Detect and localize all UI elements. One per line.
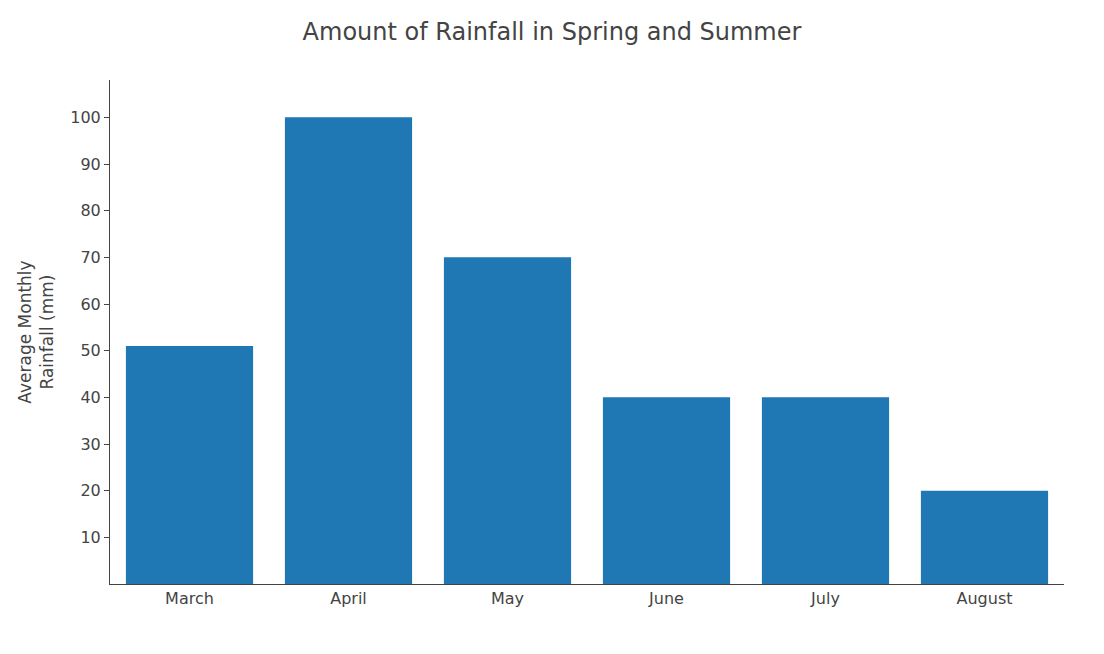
svg-text:90: 90 <box>80 155 100 174</box>
svg-text:100: 100 <box>70 108 101 127</box>
svg-text:May: May <box>491 589 524 608</box>
svg-text:20: 20 <box>80 481 100 500</box>
svg-text:March: March <box>165 589 214 608</box>
svg-text:Amount of Rainfall in Spring a: Amount of Rainfall in Spring and Summer <box>303 18 802 46</box>
svg-text:80: 80 <box>80 201 100 220</box>
svg-text:60: 60 <box>80 295 100 314</box>
svg-text:50: 50 <box>80 341 100 360</box>
svg-text:April: April <box>330 589 367 608</box>
svg-text:August: August <box>957 589 1013 608</box>
svg-text:30: 30 <box>80 435 100 454</box>
svg-text:June: June <box>648 589 684 608</box>
svg-text:Average MonthlyRainfall (mm): Average MonthlyRainfall (mm) <box>15 260 57 403</box>
svg-text:40: 40 <box>80 388 100 407</box>
svg-text:July: July <box>810 589 840 608</box>
svg-text:70: 70 <box>80 248 100 267</box>
svg-text:10: 10 <box>80 528 100 547</box>
